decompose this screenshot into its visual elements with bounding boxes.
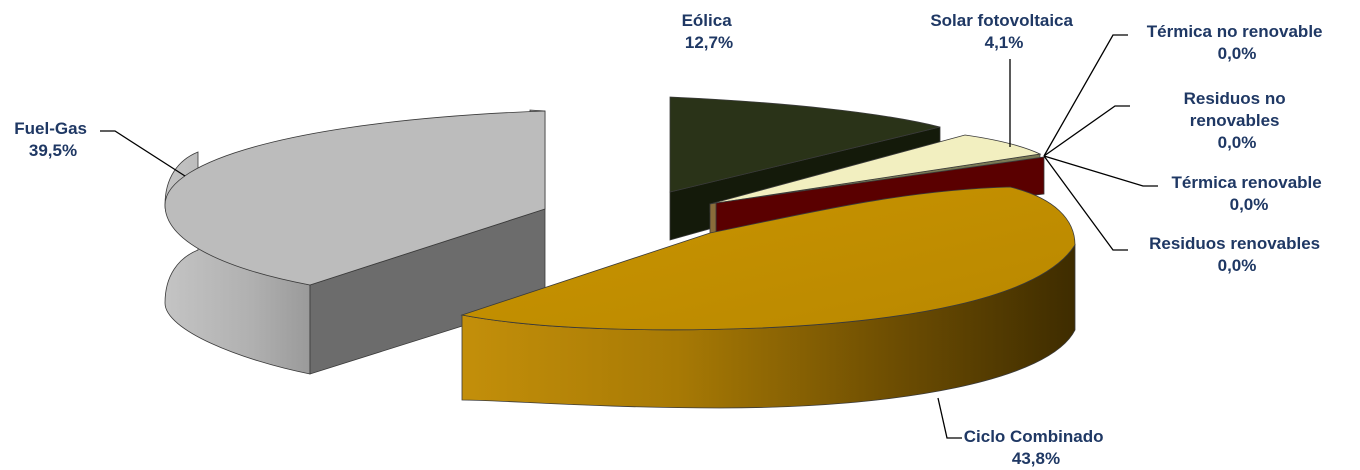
leader-line-residuos-renovables bbox=[1043, 155, 1128, 251]
pie-slice-zero-values bbox=[709, 156, 1045, 235]
label-solar-name: Solar fotovoltaica bbox=[930, 11, 1073, 30]
label-residuos-renovables-name: Residuos renovables bbox=[1149, 234, 1320, 253]
label-ciclo-combinado: Ciclo Combinado 43,8% bbox=[964, 427, 1109, 468]
data-labels: Eólica 12,7% Solar fotovoltaica 4,1% Tér… bbox=[14, 11, 1327, 468]
ciclo-combinado-top bbox=[460, 186, 1076, 331]
label-ciclo-combinado-value: 43,8% bbox=[1012, 449, 1060, 468]
label-termica-renovable-name: Térmica renovable bbox=[1172, 173, 1322, 192]
label-fuel-gas-name: Fuel-Gas bbox=[14, 119, 87, 138]
label-eolica: Eólica 12,7% bbox=[682, 11, 737, 52]
leader-line-residuos-no-renovables bbox=[1043, 105, 1130, 157]
fuel-gas-top bbox=[164, 110, 546, 286]
label-residuos-renovables-value: 0,0% bbox=[1218, 256, 1257, 275]
pie-slice-ciclo-combinado bbox=[460, 186, 1076, 409]
label-solar-value: 4,1% bbox=[985, 33, 1024, 52]
leader-lines bbox=[100, 34, 1158, 439]
label-fuel-gas-value: 39,5% bbox=[29, 141, 77, 160]
leader-line-termica-renovable bbox=[1043, 155, 1158, 187]
label-fuel-gas: Fuel-Gas 39,5% bbox=[14, 119, 91, 160]
label-residuos-renovables: Residuos renovables 0,0% bbox=[1149, 234, 1325, 275]
label-ciclo-combinado-name: Ciclo Combinado bbox=[964, 427, 1104, 446]
leader-line-ciclo-combinado bbox=[937, 397, 962, 439]
label-residuos-no-renovables-value: 0,0% bbox=[1218, 133, 1257, 152]
label-residuos-no-renovables-line1: Residuos no bbox=[1184, 89, 1286, 108]
label-termica-no-renovable: Térmica no renovable 0,0% bbox=[1147, 22, 1327, 63]
label-termica-no-renovable-name: Térmica no renovable bbox=[1147, 22, 1323, 41]
label-residuos-no-renovables: Residuos no renovables 0,0% bbox=[1184, 89, 1291, 152]
pie-slice-fuel-gas bbox=[164, 109, 546, 375]
label-termica-renovable: Térmica renovable 0,0% bbox=[1172, 173, 1327, 214]
label-termica-no-renovable-value: 0,0% bbox=[1218, 44, 1257, 63]
label-residuos-no-renovables-line2: renovables bbox=[1190, 111, 1280, 130]
eolica-top bbox=[669, 96, 941, 193]
label-solar: Solar fotovoltaica 4,1% bbox=[930, 11, 1077, 52]
leader-line-fuel-gas bbox=[100, 130, 186, 177]
label-eolica-value: 12,7% bbox=[685, 33, 733, 52]
zero-slices-side-face bbox=[709, 202, 717, 235]
leader-line-termica-no-renovable bbox=[1043, 34, 1128, 157]
label-eolica-name: Eólica bbox=[682, 11, 733, 30]
label-termica-renovable-value: 0,0% bbox=[1230, 195, 1269, 214]
